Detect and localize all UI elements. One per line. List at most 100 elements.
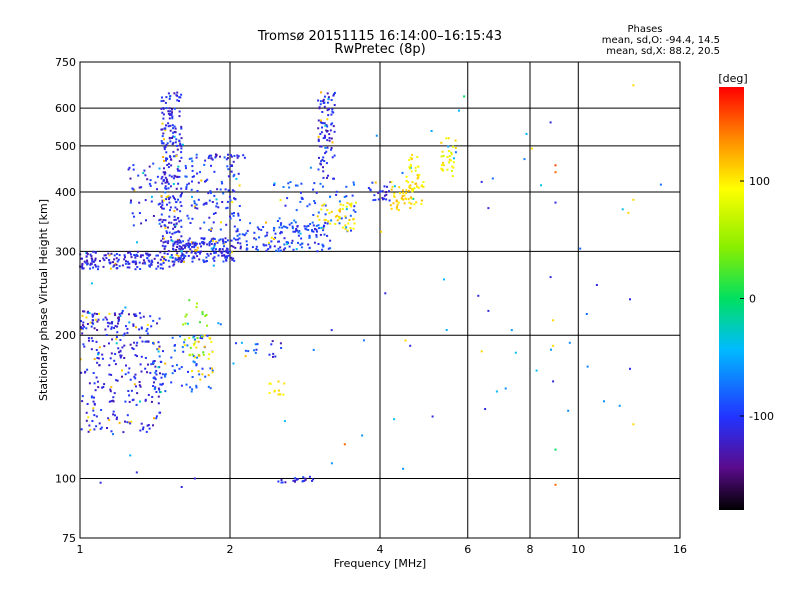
data-point	[123, 357, 126, 359]
data-point	[169, 209, 171, 212]
colorbar-tick-label: 100	[749, 175, 770, 188]
data-point	[412, 188, 415, 190]
data-point	[312, 348, 315, 351]
data-point	[353, 183, 355, 186]
data-point	[80, 428, 83, 431]
data-point	[167, 226, 169, 229]
data-point	[279, 199, 282, 202]
data-point	[180, 235, 183, 238]
data-point	[322, 226, 325, 229]
data-point	[142, 428, 144, 431]
data-point	[89, 321, 92, 324]
data-point	[136, 266, 139, 268]
data-point	[166, 242, 169, 245]
data-point	[552, 319, 555, 322]
data-point	[322, 102, 325, 104]
data-point	[325, 162, 328, 165]
data-point	[171, 240, 174, 243]
data-point	[167, 125, 170, 128]
data-point	[128, 251, 131, 254]
data-point	[96, 320, 99, 323]
data-point	[265, 244, 268, 247]
data-point	[173, 231, 176, 234]
data-point	[99, 427, 102, 430]
data-point	[238, 205, 241, 207]
data-point	[83, 325, 86, 328]
data-point	[117, 347, 120, 350]
data-point	[326, 234, 329, 237]
data-point	[121, 369, 123, 372]
data-point	[224, 241, 227, 243]
data-point	[402, 467, 405, 470]
data-point	[191, 217, 194, 220]
data-point	[554, 171, 557, 174]
data-point	[327, 114, 330, 117]
data-point	[324, 146, 327, 149]
data-point	[251, 246, 254, 249]
data-point	[201, 373, 204, 376]
data-point	[97, 353, 99, 356]
data-point	[409, 207, 412, 209]
data-point	[134, 373, 137, 376]
data-point	[369, 188, 372, 191]
data-point	[157, 261, 159, 264]
data-point	[236, 234, 239, 237]
data-point	[236, 154, 239, 157]
data-point	[303, 225, 306, 228]
data-point	[115, 336, 118, 339]
data-point	[92, 407, 95, 410]
data-point	[284, 247, 287, 250]
data-point	[182, 257, 185, 260]
data-point	[254, 343, 257, 346]
data-point	[286, 241, 289, 244]
data-point	[109, 388, 112, 391]
data-point	[157, 350, 160, 353]
data-point	[180, 241, 182, 244]
data-point	[326, 92, 329, 95]
data-point	[402, 191, 405, 194]
data-point	[281, 226, 284, 229]
data-point	[163, 256, 166, 258]
data-point	[160, 206, 163, 208]
data-point	[161, 175, 164, 178]
data-point	[176, 241, 179, 243]
data-point	[393, 192, 396, 195]
data-point	[178, 175, 181, 178]
data-point	[158, 202, 161, 205]
data-point	[273, 184, 275, 186]
data-point	[165, 143, 168, 146]
data-point	[169, 196, 172, 199]
data-point	[345, 208, 348, 211]
data-point	[140, 355, 143, 358]
data-point	[94, 251, 97, 254]
data-point	[280, 481, 283, 484]
data-point	[308, 236, 311, 239]
data-point	[208, 353, 211, 356]
data-point	[150, 195, 153, 198]
data-point	[308, 234, 311, 237]
data-point	[110, 326, 113, 329]
data-point	[139, 385, 142, 388]
data-point	[185, 175, 188, 178]
data-point	[141, 254, 144, 257]
data-point	[390, 181, 393, 184]
data-point	[130, 256, 133, 259]
data-point	[154, 365, 157, 368]
data-point	[218, 248, 221, 250]
data-point	[196, 207, 199, 210]
data-point	[401, 195, 404, 197]
data-point	[86, 368, 89, 371]
data-point	[197, 370, 200, 373]
data-point	[196, 255, 199, 258]
data-point	[226, 239, 229, 242]
data-point	[115, 338, 118, 341]
y-tick-label: 750	[55, 56, 76, 69]
data-point	[195, 306, 198, 309]
data-point	[116, 379, 119, 382]
data-point	[549, 276, 552, 279]
data-point	[161, 256, 164, 259]
data-point	[175, 201, 178, 204]
data-point	[130, 389, 133, 392]
data-point	[158, 355, 161, 358]
data-point	[227, 252, 229, 254]
